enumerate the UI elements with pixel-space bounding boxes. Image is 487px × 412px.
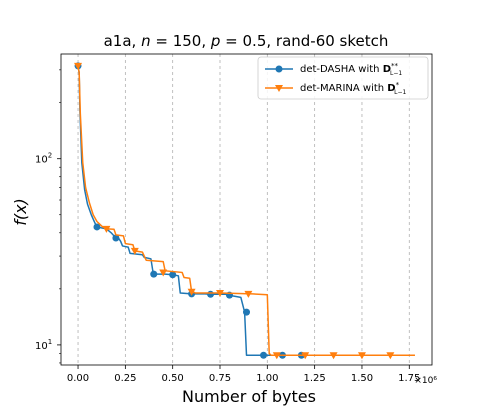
marker-marina bbox=[272, 352, 281, 360]
y-tick-label: 102 bbox=[35, 152, 52, 166]
marker-dasha bbox=[243, 308, 250, 316]
legend-box bbox=[257, 56, 429, 100]
x-tick-label: 0.25 bbox=[114, 373, 136, 384]
x-tick-label: 1.75 bbox=[398, 373, 420, 384]
marker-dasha bbox=[93, 223, 101, 231]
marker-marina bbox=[386, 352, 395, 360]
marker-marina bbox=[74, 62, 83, 70]
legend-label-dasha: det-DASHA with D** L−1 bbox=[300, 62, 402, 77]
x-tick-label: 0.50 bbox=[162, 373, 184, 384]
legend-label-marina: det-MARINA with D* L−1 bbox=[300, 81, 406, 96]
marker-marina bbox=[301, 352, 310, 360]
marker-marina bbox=[329, 352, 338, 360]
marker-dasha bbox=[207, 290, 215, 298]
marker-dasha bbox=[150, 270, 158, 278]
x-tick-label: 0.00 bbox=[67, 373, 89, 384]
x-tick-label: 1.00 bbox=[256, 373, 278, 384]
legend-marker-marina bbox=[275, 85, 283, 92]
legend-marker-dasha bbox=[275, 65, 283, 73]
chart-title: a1a, n = 150, p = 0.5, rand-60 sketch bbox=[104, 32, 389, 50]
x-tick-label: 0.75 bbox=[209, 373, 231, 384]
x-tick-label: 1.50 bbox=[351, 373, 373, 384]
y-tick-label: 101 bbox=[35, 338, 52, 352]
marker-marina bbox=[216, 290, 224, 298]
marker-dasha bbox=[260, 351, 268, 359]
marker-marina bbox=[187, 288, 196, 296]
x-axis-label: Number of bytes bbox=[182, 387, 316, 406]
marker-marina bbox=[244, 290, 253, 298]
y-axis-label: f(x) bbox=[11, 198, 30, 226]
marker-marina bbox=[102, 225, 111, 233]
x-tick-label: 1.25 bbox=[304, 373, 326, 384]
marker-marina bbox=[357, 352, 366, 360]
series-line-dasha bbox=[77, 65, 306, 356]
marker-marina bbox=[130, 247, 139, 255]
series-layer bbox=[74, 62, 415, 360]
ticks-layer: 0.00 0.25 0.50 0.75 1.00 1.25 1.50 1.75 101 102 bbox=[35, 69, 420, 384]
x-offset-label: ×10⁶ bbox=[414, 376, 437, 386]
marker-dasha bbox=[169, 271, 177, 279]
series-line-marina bbox=[77, 65, 415, 356]
plot-frame bbox=[60, 53, 433, 366]
legend: det-DASHA with D** L−1 det-MARINA with D*… bbox=[257, 56, 429, 100]
marker-dasha bbox=[112, 234, 120, 242]
marker-marina bbox=[159, 269, 168, 277]
